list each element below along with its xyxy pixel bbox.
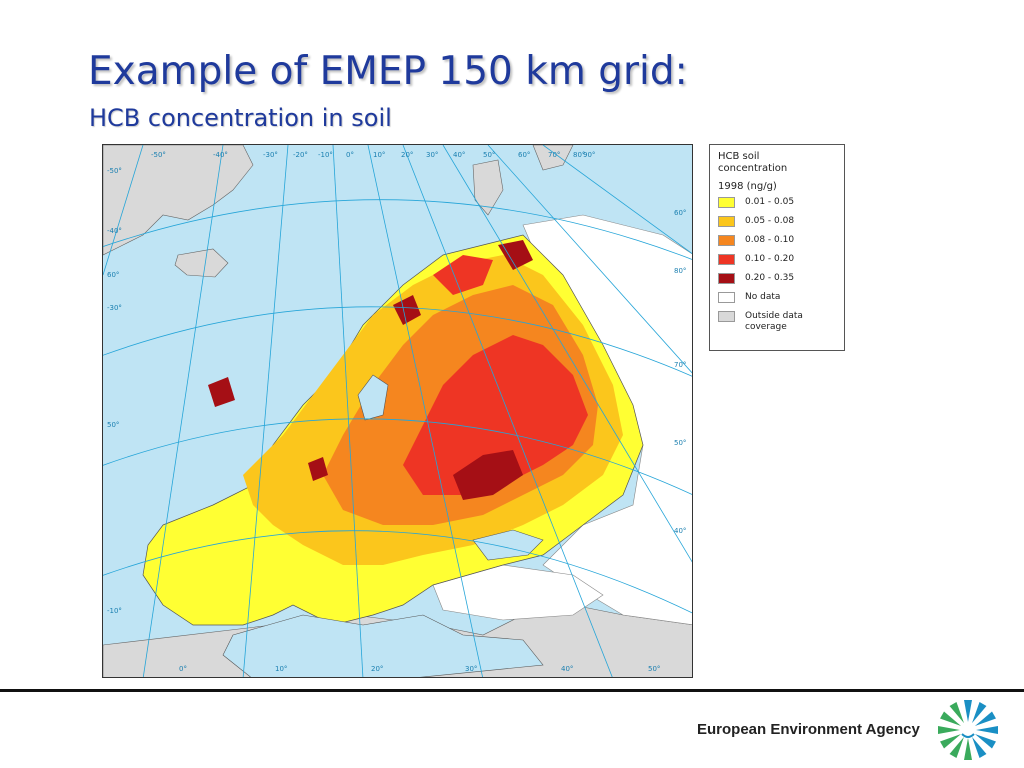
- label-top-0: -50°: [151, 151, 166, 159]
- legend-label: 0.05 - 0.08: [745, 216, 795, 226]
- slide-subtitle: HCB concentration in soil: [89, 104, 392, 132]
- label-top-2: -30°: [263, 151, 278, 159]
- legend-swatch: [718, 235, 735, 246]
- agency-name: European Environment Agency: [697, 721, 920, 738]
- hcb-soil-map: -50° -40° -30° -20° -10° 0° 10° 20° 30° …: [102, 144, 693, 678]
- legend-swatch: [718, 273, 735, 284]
- graticule: [103, 145, 692, 677]
- label-top-4: -10°: [318, 151, 333, 159]
- legend-item: 0.20 - 0.35: [718, 273, 836, 292]
- label-top-9: 40°: [453, 151, 465, 159]
- zone-010-020: [403, 335, 588, 495]
- label-bottom-2: 20°: [371, 665, 383, 673]
- label-bottom-5: 50°: [648, 665, 660, 673]
- label-left-4: 50°: [107, 421, 119, 429]
- label-left-3: -30°: [107, 304, 122, 312]
- hotspot-north-russia: [498, 240, 533, 270]
- baltic-sea: [357, 374, 389, 421]
- label-bottom-4: 40°: [561, 665, 573, 673]
- legend-swatch: [718, 216, 735, 227]
- legend-item: 0.08 - 0.10: [718, 235, 836, 254]
- legend-swatch: [718, 292, 735, 303]
- hotspot-central: [308, 457, 328, 481]
- label-left-1: -40°: [107, 227, 122, 235]
- label-top-13: 80°: [573, 151, 585, 159]
- label-top-10: 50°: [483, 151, 495, 159]
- hotspot-scotland: [208, 377, 235, 407]
- legend-item: No data: [718, 292, 836, 311]
- hotspot-scandinavia: [393, 295, 421, 325]
- legend-item: 0.01 - 0.05: [718, 197, 836, 216]
- legend-item: 0.05 - 0.08: [718, 216, 836, 235]
- label-bottom-0: 0°: [179, 665, 187, 673]
- turkey-no-data: [432, 564, 604, 621]
- label-top-5: 0°: [346, 151, 354, 159]
- legend-swatch: [718, 254, 735, 265]
- graticule-labels: -50° -40° -30° -20° -10° 0° 10° 20° 30° …: [107, 151, 686, 673]
- map-legend: HCB soil concentration 1998 (ng/g) 0.01 …: [709, 144, 845, 351]
- arctic-island-land-2: [532, 145, 574, 171]
- label-right-2: 70°: [674, 361, 686, 369]
- label-top-3: -20°: [293, 151, 308, 159]
- legend-label: 0.01 - 0.05: [745, 197, 795, 207]
- legend-item: 0.10 - 0.20: [718, 254, 836, 273]
- legend-swatch: [718, 311, 735, 322]
- legend-label: Outside data coverage: [745, 311, 803, 332]
- label-right-0: 60°: [674, 209, 686, 217]
- zone-010-020-north: [433, 255, 493, 295]
- label-top-8: 30°: [426, 151, 438, 159]
- legend-swatch: [718, 197, 735, 208]
- iceland-land: [174, 248, 229, 278]
- legend-label: 0.20 - 0.35: [745, 273, 795, 283]
- legend-label: 0.08 - 0.10: [745, 235, 795, 245]
- europe-map-svg: -50° -40° -30° -20° -10° 0° 10° 20° 30° …: [103, 145, 692, 677]
- label-left-2: 60°: [107, 271, 119, 279]
- legend-item: Outside data coverage: [718, 311, 836, 341]
- label-top-11: 60°: [518, 151, 530, 159]
- label-bottom-3: 30°: [465, 665, 477, 673]
- legend-title-line1: HCB soil: [718, 151, 760, 162]
- footer-divider: [0, 689, 1024, 692]
- legend-label: 0.10 - 0.20: [745, 254, 795, 264]
- label-left-5: -10°: [107, 607, 122, 615]
- legend-year: 1998 (ng/g): [718, 181, 777, 192]
- greenland-land: [103, 145, 254, 256]
- label-top-12: 70°: [548, 151, 560, 159]
- label-left-0: -50°: [107, 167, 122, 175]
- slide-title: Example of EMEP 150 km grid:: [88, 49, 688, 94]
- label-right-4: 40°: [674, 527, 686, 535]
- mediterranean-sea: [222, 614, 544, 677]
- hotspot-ukraine: [453, 450, 523, 500]
- label-right-3: 50°: [674, 439, 686, 447]
- eea-logo-icon: [938, 700, 998, 760]
- label-bottom-1: 10°: [275, 665, 287, 673]
- legend-title-line2: concentration: [718, 163, 788, 174]
- label-top-14: 90°: [583, 151, 595, 159]
- arctic-island-land: [472, 159, 504, 216]
- label-top-1: -40°: [213, 151, 228, 159]
- label-top-7: 20°: [401, 151, 413, 159]
- black-sea: [472, 529, 544, 561]
- legend-label: No data: [745, 292, 781, 302]
- label-right-1: 80°: [674, 267, 686, 275]
- label-top-6: 10°: [373, 151, 385, 159]
